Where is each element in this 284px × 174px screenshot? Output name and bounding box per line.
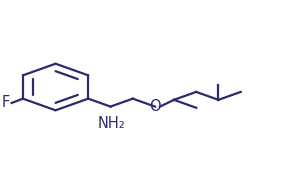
Text: NH₂: NH₂ xyxy=(98,116,126,131)
Text: F: F xyxy=(2,96,10,110)
Text: O: O xyxy=(149,99,161,114)
